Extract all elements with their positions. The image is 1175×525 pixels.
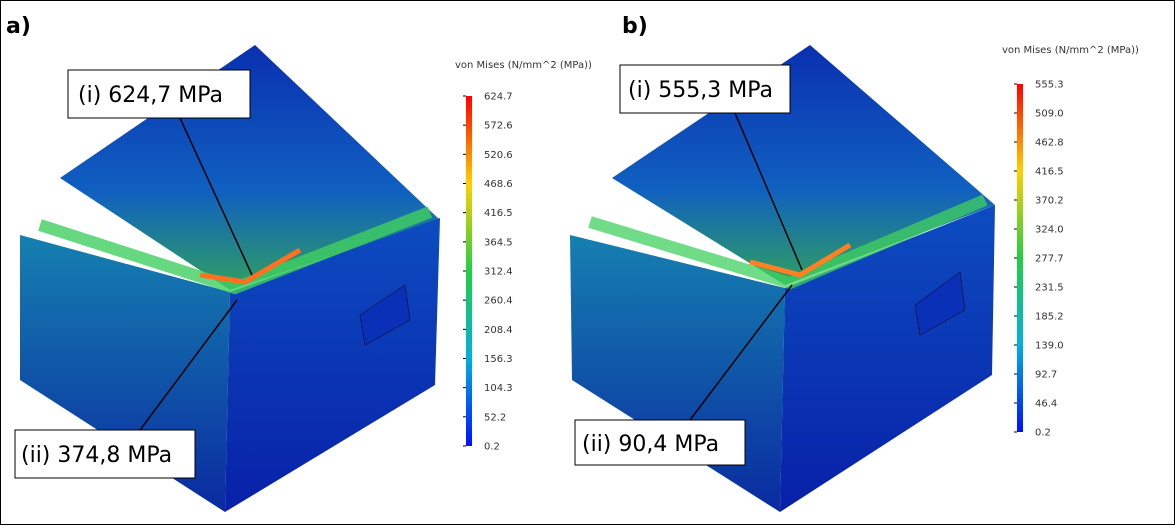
leader <box>139 299 238 431</box>
tick-label: 555.3 <box>1035 80 1064 91</box>
tick-label: 260.4 <box>484 296 513 307</box>
hotspot <box>749 242 852 278</box>
panel-label: b) <box>622 14 648 39</box>
legend-title: von Mises (N/mm^2 (MPa)) <box>455 60 592 71</box>
hotspot <box>199 247 302 285</box>
stress-band <box>588 194 988 290</box>
tick-label: 231.5 <box>1035 283 1064 294</box>
tick-label: 52.2 <box>484 412 506 423</box>
tick-label: 277.7 <box>1035 254 1064 265</box>
colorbar <box>1017 84 1023 432</box>
panel: b) (i) 555,3 MPa (ii) 90,4 MPa von Mises… <box>570 14 1139 512</box>
colorbar <box>466 96 472 446</box>
panel-label: a) <box>6 14 31 39</box>
tick-label: 416.5 <box>1035 167 1064 178</box>
tick-label: 46.4 <box>1035 399 1057 410</box>
tick-label: 156.3 <box>484 354 513 365</box>
callout: (ii) 90,4 MPa <box>582 432 719 457</box>
tick-label: 312.4 <box>484 267 513 278</box>
cube-right <box>780 205 995 512</box>
tick-label: 624.7 <box>484 92 513 103</box>
leader <box>179 117 253 276</box>
tick-label: 92.7 <box>1035 370 1057 381</box>
tick-label: 0.2 <box>1035 428 1051 439</box>
leader <box>734 112 803 271</box>
tick-label: 416.5 <box>484 208 513 219</box>
tick-label: 185.2 <box>1035 312 1064 323</box>
callout-box <box>574 419 746 466</box>
tick-label: 468.6 <box>484 179 513 190</box>
callout-box <box>14 429 196 479</box>
tick-label: 364.5 <box>484 237 513 248</box>
tick-label: 104.3 <box>484 383 513 394</box>
stress-band <box>38 206 433 295</box>
tick-label: 139.0 <box>1035 341 1064 352</box>
cube-top <box>612 45 995 285</box>
slot <box>359 284 411 346</box>
leader <box>689 284 793 421</box>
legend-title: von Mises (N/mm^2 (MPa)) <box>1002 45 1139 56</box>
tick-label: 370.2 <box>1035 196 1064 207</box>
tick-label: 520.6 <box>484 150 513 161</box>
panel: a) (i) 624,7 MPa (ii) 374,8 MPa von Mise… <box>6 14 592 512</box>
callout-box <box>619 64 791 114</box>
callout-box <box>67 69 251 119</box>
tick-label: 462.8 <box>1035 138 1064 149</box>
tick-label: 0.2 <box>484 442 500 453</box>
callout: (ii) 374,8 MPa <box>21 443 172 468</box>
tick-label: 208.4 <box>484 325 513 336</box>
tick-label: 572.6 <box>484 121 513 132</box>
tick-label: 324.0 <box>1035 225 1064 236</box>
callout: (i) 624,7 MPa <box>78 83 223 108</box>
cube-top <box>60 45 440 290</box>
tick-label: 509.0 <box>1035 109 1064 120</box>
callout: (i) 555,3 MPa <box>628 78 773 103</box>
slot <box>914 271 966 336</box>
cube-right <box>225 218 440 512</box>
